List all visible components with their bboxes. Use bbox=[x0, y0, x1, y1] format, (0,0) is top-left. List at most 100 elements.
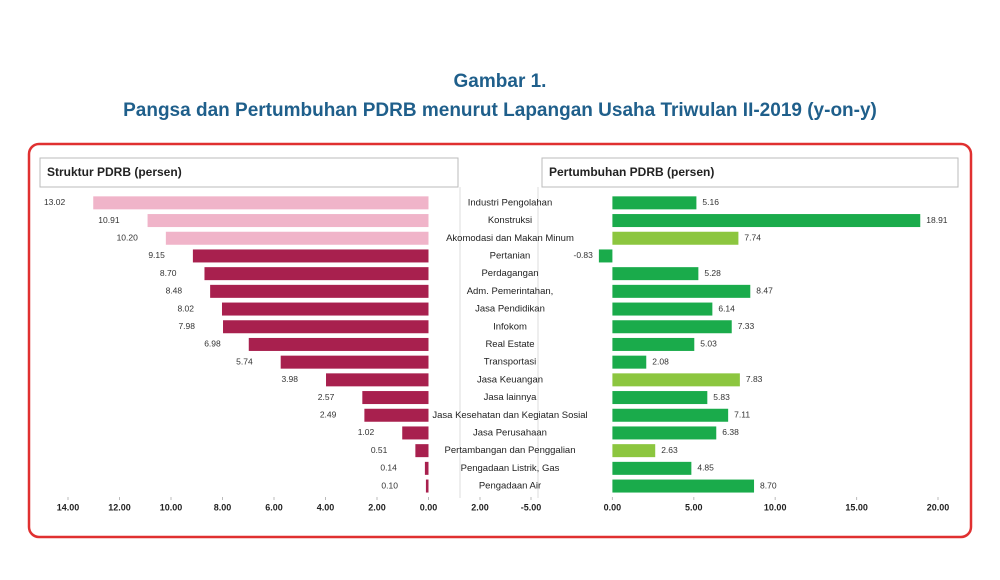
category-label: Perdagangan bbox=[481, 268, 538, 279]
value-label: 7.83 bbox=[746, 374, 763, 384]
x-tick-label: 15.00 bbox=[845, 502, 868, 512]
value-label: 8.48 bbox=[166, 286, 183, 296]
bar bbox=[425, 479, 429, 493]
bar bbox=[147, 214, 429, 228]
bar bbox=[612, 214, 921, 228]
category-label: Industri Pengolahan bbox=[468, 197, 553, 208]
value-label: 7.33 bbox=[738, 321, 755, 331]
frame bbox=[27, 142, 973, 539]
value-label: 4.85 bbox=[697, 463, 714, 473]
bar bbox=[612, 337, 695, 351]
value-label: 8.70 bbox=[760, 480, 777, 490]
x-tick-label: 10.00 bbox=[764, 502, 787, 512]
x-tick-label: 6.00 bbox=[265, 502, 283, 512]
category-label: Pengadaan Air bbox=[479, 481, 541, 492]
bar bbox=[612, 479, 755, 493]
bar bbox=[93, 196, 429, 210]
bar bbox=[612, 373, 740, 387]
bar bbox=[364, 408, 429, 422]
category-label: Konstruksi bbox=[488, 215, 532, 226]
category-label: Pertambangan dan Penggalian bbox=[445, 445, 576, 456]
value-label: 13.02 bbox=[44, 197, 66, 207]
value-label: 5.03 bbox=[700, 339, 717, 349]
value-label: 7.74 bbox=[744, 233, 761, 243]
category-label: Akomodasi dan Makan Minum bbox=[446, 233, 574, 244]
value-label: 5.83 bbox=[713, 392, 730, 402]
bar bbox=[598, 249, 613, 263]
bar bbox=[612, 461, 692, 475]
bar bbox=[326, 373, 429, 387]
x-tick-label: -5.00 bbox=[521, 502, 542, 512]
x-tick-label: 2.00 bbox=[471, 502, 489, 512]
value-label: 8.47 bbox=[756, 286, 773, 296]
bar bbox=[192, 249, 429, 263]
bar bbox=[612, 426, 717, 440]
value-label: 6.38 bbox=[722, 427, 739, 437]
right-header-box bbox=[541, 157, 959, 188]
bar bbox=[221, 302, 429, 316]
category-label: Transportasi bbox=[484, 357, 536, 368]
category-label: Pertanian bbox=[490, 250, 531, 261]
value-label: 0.51 bbox=[371, 445, 388, 455]
bar bbox=[415, 444, 429, 458]
value-label: 7.11 bbox=[734, 410, 750, 420]
bar bbox=[612, 231, 739, 245]
bar bbox=[612, 391, 708, 405]
value-label: 8.70 bbox=[160, 268, 177, 278]
x-tick-label: 12.00 bbox=[108, 502, 131, 512]
category-label: Jasa lainnya bbox=[484, 392, 538, 403]
value-label: 6.98 bbox=[204, 339, 221, 349]
category-label: Jasa Kesehatan dan Kegiatan Sosial bbox=[432, 410, 587, 421]
bar bbox=[612, 302, 713, 316]
value-label: 1.02 bbox=[358, 427, 375, 437]
value-label: -0.83 bbox=[574, 250, 594, 260]
bar bbox=[280, 355, 429, 369]
bar bbox=[362, 391, 429, 405]
bar bbox=[612, 320, 732, 334]
x-tick-label: 4.00 bbox=[317, 502, 335, 512]
value-label: 10.91 bbox=[98, 215, 120, 225]
value-label: 6.14 bbox=[718, 303, 735, 313]
x-tick-label: 14.00 bbox=[57, 502, 80, 512]
value-label: 5.74 bbox=[236, 356, 253, 366]
category-label: Jasa Pendidikan bbox=[475, 304, 545, 315]
bar bbox=[210, 284, 429, 298]
bar bbox=[612, 196, 697, 210]
right-chart-title: Pertumbuhan PDRB (persen) bbox=[549, 165, 714, 179]
value-label: 8.02 bbox=[177, 303, 194, 313]
category-label: Pengadaan Listrik, Gas bbox=[461, 463, 560, 474]
x-tick-label: 10.00 bbox=[160, 502, 183, 512]
category-label: Jasa Keuangan bbox=[477, 374, 543, 385]
bar bbox=[612, 284, 751, 298]
category-label: Infokom bbox=[493, 321, 527, 332]
bar bbox=[402, 426, 429, 440]
value-label: 5.28 bbox=[704, 268, 721, 278]
x-tick-label: 20.00 bbox=[927, 502, 950, 512]
figure-title: Gambar 1. bbox=[454, 71, 547, 92]
category-label: Adm. Pemerintahan, bbox=[467, 286, 554, 297]
figure-subtitle: Pangsa dan Pertumbuhan PDRB menurut Lapa… bbox=[123, 100, 877, 121]
x-tick-label: 0.00 bbox=[420, 502, 438, 512]
x-tick-label: 5.00 bbox=[685, 502, 703, 512]
category-label: Jasa Perusahaan bbox=[473, 427, 547, 438]
left-header-box bbox=[39, 157, 459, 188]
bar bbox=[612, 444, 656, 458]
left-chart-title: Struktur PDRB (persen) bbox=[47, 165, 182, 179]
x-tick-label: 8.00 bbox=[214, 502, 232, 512]
bar bbox=[223, 320, 429, 334]
value-label: 2.57 bbox=[318, 392, 335, 402]
value-label: 18.91 bbox=[926, 215, 948, 225]
value-label: 2.63 bbox=[661, 445, 678, 455]
bar bbox=[612, 408, 729, 422]
value-label: 7.98 bbox=[178, 321, 195, 331]
x-tick-label: 0.00 bbox=[604, 502, 622, 512]
value-label: 5.16 bbox=[702, 197, 719, 207]
value-label: 0.10 bbox=[381, 480, 398, 490]
value-label: 2.49 bbox=[320, 410, 337, 420]
value-label: 3.98 bbox=[281, 374, 298, 384]
value-label: 9.15 bbox=[148, 250, 165, 260]
x-tick-label: 2.00 bbox=[368, 502, 386, 512]
category-label: Real Estate bbox=[485, 339, 534, 350]
value-label: 0.14 bbox=[380, 463, 397, 473]
